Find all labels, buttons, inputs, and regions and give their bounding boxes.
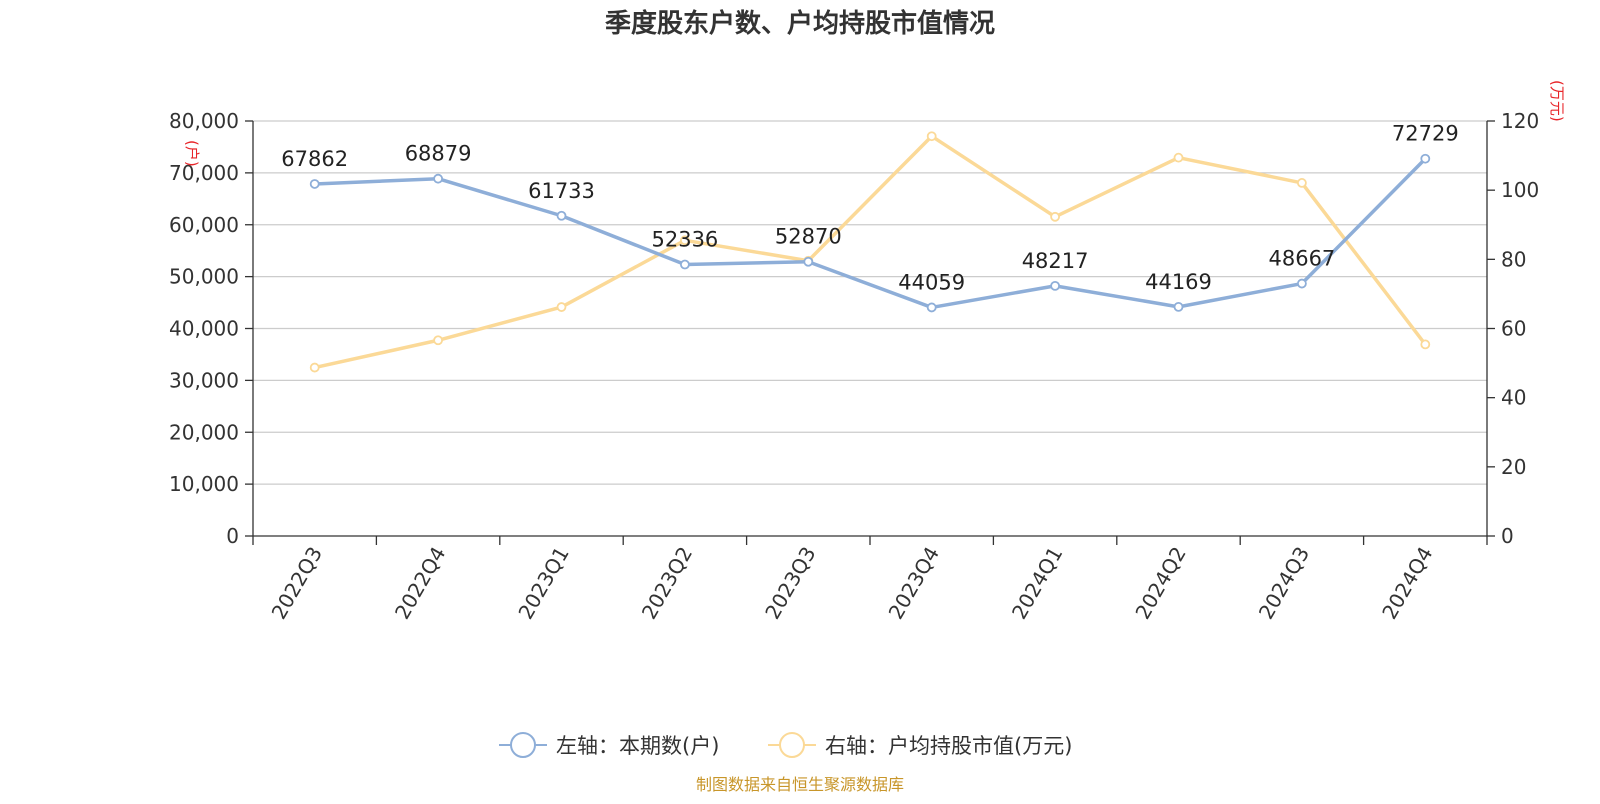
left-axis-tick-label: 70,000	[169, 161, 239, 185]
right-axis-tick-label: 0	[1501, 524, 1514, 548]
data-label: 61733	[528, 179, 595, 203]
data-label: 72729	[1392, 122, 1459, 146]
left-axis-tick-label: 50,000	[169, 265, 239, 289]
chart-title: 季度股东户数、户均持股市值情况	[605, 8, 995, 39]
right-axis-tick-label: 60	[1501, 317, 1526, 341]
data-label: 52870	[775, 225, 842, 249]
x-axis-tick-label: 2023Q1	[513, 543, 573, 624]
left-axis-tick-label: 0	[226, 524, 239, 548]
right-axis-tick-label: 120	[1501, 109, 1539, 133]
data-label: 44059	[898, 270, 965, 294]
data-point-right	[1297, 178, 1307, 188]
data-point-right	[1173, 152, 1184, 163]
series-line-left	[314, 157, 1427, 310]
left-axis-tick-label: 60,000	[169, 213, 239, 237]
x-axis-tick-label: 2023Q3	[760, 543, 820, 624]
data-point-right	[556, 302, 567, 312]
data-point-right	[1420, 339, 1431, 350]
left-axis-unit: (户)	[183, 140, 201, 167]
data-point-left	[926, 302, 937, 313]
right-axis-tick-label: 20	[1501, 455, 1526, 479]
left-axis-tick-label: 30,000	[169, 368, 239, 392]
data-point-left	[680, 259, 690, 270]
right-axis-tick-label: 100	[1501, 178, 1539, 202]
data-point-left	[556, 210, 567, 221]
data-point-left	[309, 179, 320, 189]
x-axis-tick-label: 2022Q4	[390, 543, 450, 624]
legend: 左轴：本期数(户) 右轴：户均持股市值(万元)	[499, 732, 1072, 758]
data-label: 44169	[1145, 270, 1212, 294]
series-line-right	[314, 134, 1427, 370]
data-point-right	[680, 235, 690, 246]
legend-label: 右轴：户均持股市值(万元)	[825, 734, 1072, 758]
legend-label: 左轴：本期数(户)	[556, 734, 719, 758]
x-axis-tick-label: 2023Q2	[637, 543, 697, 624]
data-point-right	[926, 131, 937, 142]
x-axis-tick-label: 2024Q2	[1130, 543, 1190, 624]
x-axis-tick-label: 2023Q4	[884, 543, 944, 624]
axis-layer: 0 10,000 20,000 30,000 40,000 50,000 60,000 70,…	[169, 109, 1539, 623]
data-point-left	[1173, 301, 1184, 312]
right-axis-unit: (万元)	[1548, 80, 1566, 122]
data-point-right	[309, 362, 320, 373]
data-point-left	[1297, 278, 1307, 289]
left-axis-tick-label: 10,000	[169, 472, 239, 496]
x-axis-tick-label: 2024Q4	[1377, 543, 1437, 624]
data-point-right	[1050, 211, 1060, 222]
data-point-right	[433, 335, 444, 346]
data-point-left	[803, 256, 814, 267]
data-label: 67862	[281, 147, 348, 171]
data-label: 48667	[1268, 247, 1335, 271]
data-source-note: 制图数据来自恒生聚源数据库	[696, 775, 904, 794]
left-axis-tick-label: 40,000	[169, 317, 239, 341]
grid-layer	[253, 120, 1487, 485]
data-point-left	[1050, 280, 1060, 291]
x-axis-tick-label: 2024Q1	[1007, 543, 1067, 624]
data-label: 48217	[1022, 249, 1089, 273]
label-layer: 67862 68879 61733 52336 52870 44059 48217 44169…	[281, 122, 1458, 295]
left-axis-tick-label: 80,000	[169, 109, 239, 133]
series-layer	[309, 131, 1431, 373]
data-point-left	[1420, 153, 1431, 164]
data-label: 52336	[651, 228, 718, 252]
right-axis-tick-label: 80	[1501, 247, 1526, 271]
data-label: 68879	[405, 142, 472, 166]
left-axis-tick-label: 20,000	[169, 420, 239, 444]
x-axis-tick-label: 2024Q3	[1254, 543, 1314, 624]
legend-marker-icon	[779, 732, 805, 758]
right-axis-tick-label: 40	[1501, 386, 1526, 410]
x-axis-tick-label: 2022Q3	[267, 543, 327, 624]
legend-marker-icon	[510, 732, 536, 758]
data-point-left	[433, 173, 444, 184]
